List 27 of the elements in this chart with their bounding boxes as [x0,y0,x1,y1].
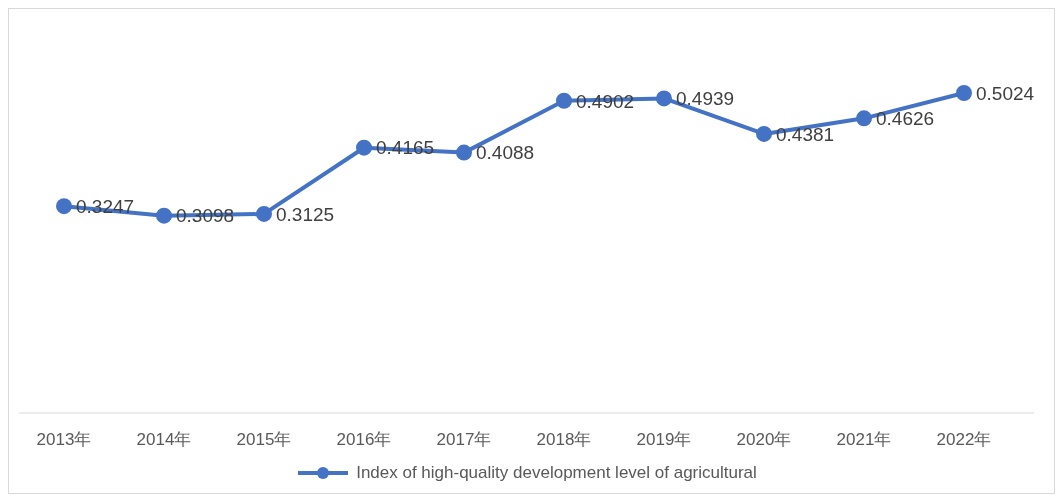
x-tick-label: 2022年 [936,430,992,450]
point [656,90,672,107]
x-tick-label: 2015年 [236,430,292,450]
x-tick-label: 2013年 [36,430,92,450]
x-tick-label: 2019年 [636,430,692,450]
point [156,207,172,224]
data-label: 0.3125 [276,203,335,225]
data-label: 0.4088 [476,142,535,164]
data-label: 0.5024 [976,82,1035,104]
point [456,144,472,161]
point [356,139,372,156]
point [856,110,872,127]
data-label: 0.4626 [876,108,935,130]
point [556,92,572,109]
x-tick-label: 2014年 [136,430,192,450]
point [56,198,72,215]
x-tick-label: 2021年 [836,430,892,450]
point [256,205,272,222]
point [756,125,772,142]
x-tick-label: 2018年 [536,430,592,450]
x-tick-label: 2016年 [336,430,392,450]
data-label: 0.4939 [676,88,735,110]
legend-label: Index of high-quality development level of agricultural [355,463,757,483]
x-tick-label: 2020年 [736,430,792,450]
data-label: 0.4381 [776,123,835,145]
x-tick-label: 2017年 [436,430,492,450]
point [956,85,972,101]
